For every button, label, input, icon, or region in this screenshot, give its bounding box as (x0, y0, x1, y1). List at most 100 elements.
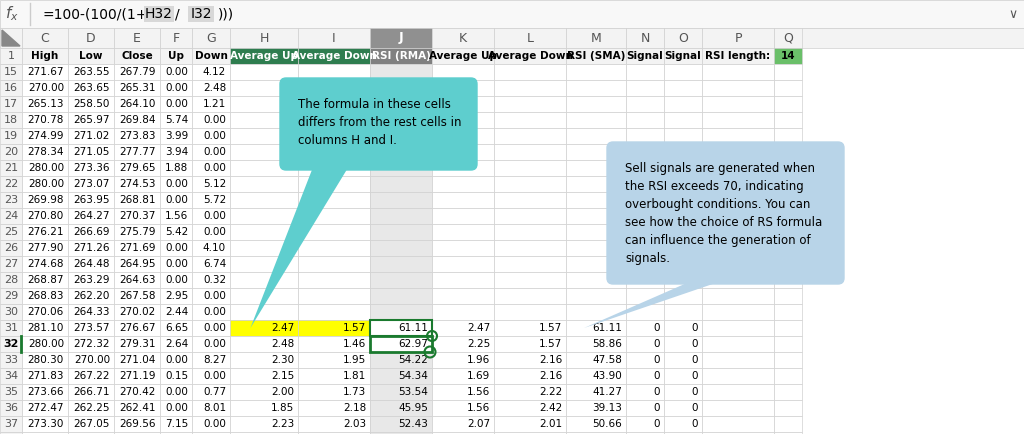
Text: 1.56: 1.56 (467, 387, 490, 397)
FancyBboxPatch shape (160, 128, 193, 144)
Text: 0.00: 0.00 (203, 115, 226, 125)
FancyBboxPatch shape (664, 368, 702, 384)
FancyBboxPatch shape (298, 80, 370, 96)
FancyBboxPatch shape (68, 160, 114, 176)
Text: 279.65: 279.65 (120, 163, 156, 173)
Text: 2.15: 2.15 (270, 371, 294, 381)
Text: 265.13: 265.13 (28, 99, 63, 109)
FancyBboxPatch shape (68, 240, 114, 256)
FancyBboxPatch shape (193, 128, 230, 144)
FancyBboxPatch shape (370, 160, 432, 176)
FancyBboxPatch shape (432, 96, 494, 112)
FancyBboxPatch shape (230, 272, 298, 288)
FancyBboxPatch shape (160, 272, 193, 288)
Text: 0.00: 0.00 (165, 67, 188, 77)
FancyBboxPatch shape (22, 208, 68, 224)
Text: 0: 0 (653, 403, 660, 413)
FancyBboxPatch shape (298, 320, 370, 336)
FancyBboxPatch shape (0, 160, 22, 176)
Text: 0.00: 0.00 (165, 179, 188, 189)
FancyBboxPatch shape (68, 192, 114, 208)
FancyBboxPatch shape (626, 416, 664, 432)
Text: 39.13: 39.13 (592, 403, 622, 413)
FancyBboxPatch shape (22, 384, 68, 400)
Text: 17: 17 (4, 99, 18, 109)
Text: 1: 1 (7, 51, 14, 61)
FancyBboxPatch shape (702, 160, 774, 176)
Text: 0: 0 (653, 323, 660, 333)
Text: I: I (332, 32, 336, 45)
Text: 1.96: 1.96 (467, 355, 490, 365)
Text: 271.26: 271.26 (74, 243, 110, 253)
FancyBboxPatch shape (0, 28, 22, 48)
FancyBboxPatch shape (494, 176, 566, 192)
FancyBboxPatch shape (68, 224, 114, 240)
FancyBboxPatch shape (114, 80, 160, 96)
FancyBboxPatch shape (774, 208, 802, 224)
FancyBboxPatch shape (68, 336, 114, 352)
FancyBboxPatch shape (230, 320, 298, 336)
Text: 43.90: 43.90 (592, 371, 622, 381)
Text: Up: Up (168, 51, 184, 61)
FancyBboxPatch shape (566, 304, 626, 320)
FancyBboxPatch shape (193, 352, 230, 368)
FancyBboxPatch shape (298, 144, 370, 160)
FancyBboxPatch shape (114, 272, 160, 288)
FancyBboxPatch shape (370, 320, 432, 336)
FancyBboxPatch shape (702, 240, 774, 256)
FancyBboxPatch shape (22, 192, 68, 208)
Text: 1.57: 1.57 (539, 339, 562, 349)
FancyBboxPatch shape (494, 96, 566, 112)
FancyBboxPatch shape (494, 240, 566, 256)
Text: 0.00: 0.00 (165, 355, 188, 365)
FancyBboxPatch shape (774, 224, 802, 240)
Text: 0.00: 0.00 (203, 291, 226, 301)
FancyBboxPatch shape (22, 416, 68, 432)
Text: 0.00: 0.00 (203, 323, 226, 333)
FancyBboxPatch shape (494, 144, 566, 160)
Text: 0.00: 0.00 (203, 339, 226, 349)
Text: ∨: ∨ (1009, 7, 1018, 20)
FancyBboxPatch shape (230, 160, 298, 176)
FancyBboxPatch shape (22, 336, 68, 352)
Text: 41.27: 41.27 (592, 387, 622, 397)
Text: 280.00: 280.00 (28, 179, 63, 189)
Text: 62.97: 62.97 (398, 339, 428, 349)
FancyBboxPatch shape (68, 432, 114, 434)
Text: 263.65: 263.65 (74, 83, 110, 93)
FancyBboxPatch shape (230, 176, 298, 192)
FancyBboxPatch shape (774, 176, 802, 192)
FancyBboxPatch shape (774, 28, 802, 48)
Text: 0: 0 (691, 371, 698, 381)
FancyBboxPatch shape (432, 400, 494, 416)
FancyBboxPatch shape (774, 192, 802, 208)
FancyBboxPatch shape (193, 240, 230, 256)
FancyBboxPatch shape (144, 6, 174, 22)
Text: 0.00: 0.00 (203, 307, 226, 317)
Text: High: High (32, 51, 58, 61)
FancyBboxPatch shape (664, 192, 702, 208)
Text: 8.27: 8.27 (203, 355, 226, 365)
FancyBboxPatch shape (702, 48, 774, 64)
Text: $f_x$: $f_x$ (5, 5, 18, 23)
Text: 5.12: 5.12 (203, 179, 226, 189)
FancyBboxPatch shape (22, 160, 68, 176)
Text: Average Up: Average Up (230, 51, 298, 61)
FancyBboxPatch shape (193, 176, 230, 192)
FancyBboxPatch shape (566, 400, 626, 416)
FancyBboxPatch shape (193, 432, 230, 434)
Text: 2.47: 2.47 (270, 323, 294, 333)
FancyBboxPatch shape (0, 304, 22, 320)
FancyBboxPatch shape (114, 320, 160, 336)
FancyBboxPatch shape (626, 208, 664, 224)
FancyBboxPatch shape (230, 208, 298, 224)
FancyBboxPatch shape (114, 176, 160, 192)
FancyBboxPatch shape (664, 224, 702, 240)
Text: 30: 30 (4, 307, 18, 317)
Text: Average Up: Average Up (429, 51, 497, 61)
FancyBboxPatch shape (494, 128, 566, 144)
Text: RSI (SMA): RSI (SMA) (567, 51, 626, 61)
FancyBboxPatch shape (230, 64, 298, 80)
FancyBboxPatch shape (626, 336, 664, 352)
FancyBboxPatch shape (432, 144, 494, 160)
